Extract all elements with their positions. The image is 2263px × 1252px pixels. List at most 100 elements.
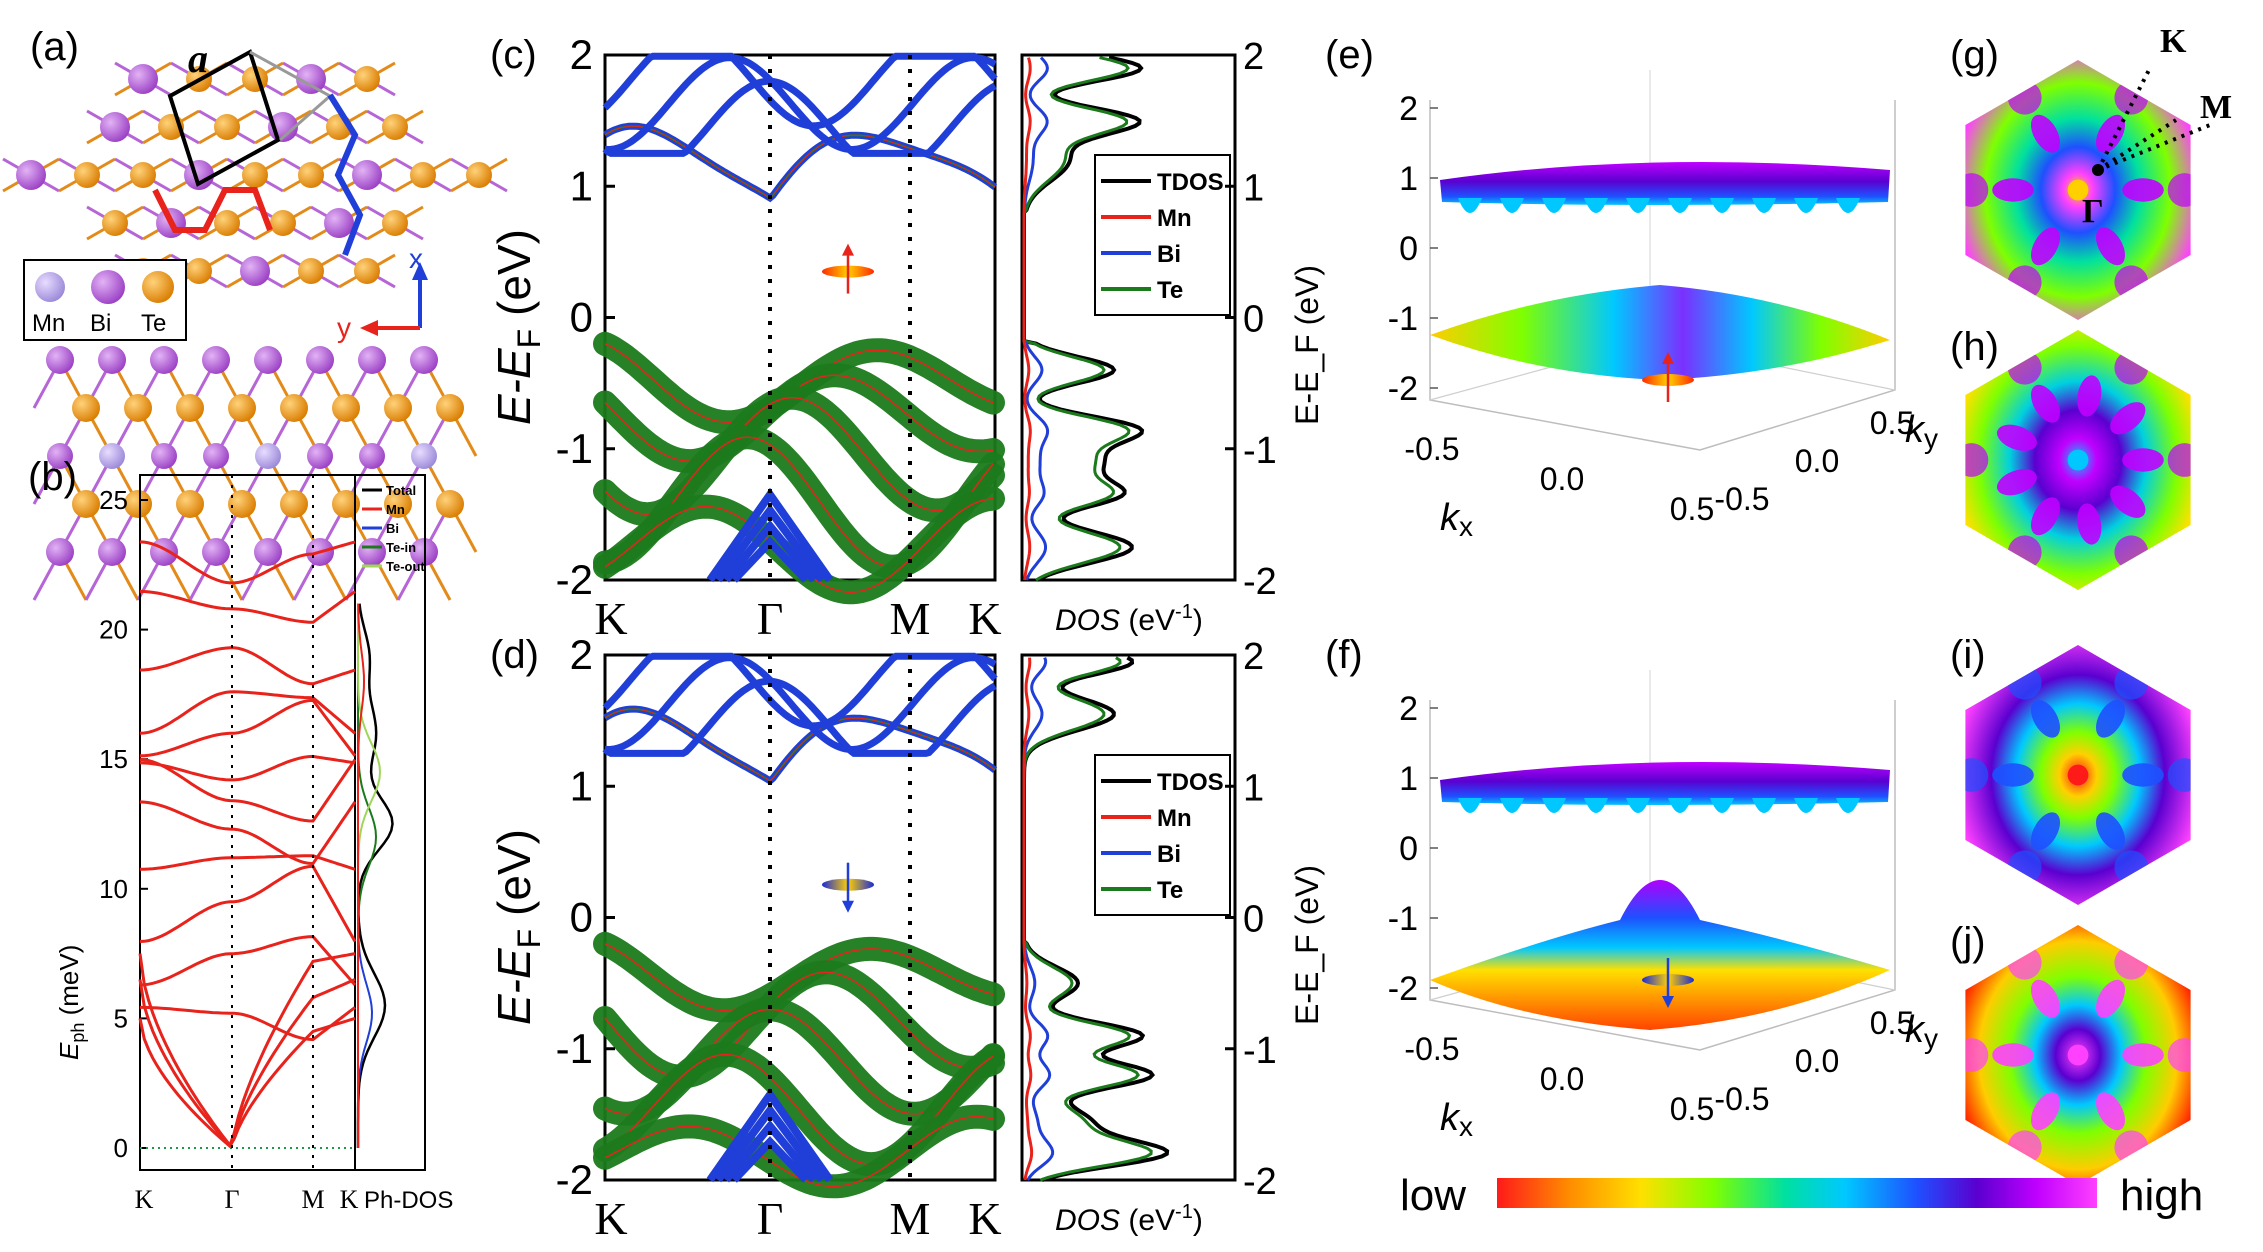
bz-map-i [1965,645,2191,905]
hex-petal [2077,503,2102,545]
surface-dip [1668,798,1692,813]
y-tick-label: 0 [114,1133,128,1163]
te-atom [382,114,408,140]
hex-corner-spot [2007,665,2042,700]
surface-dip [1836,198,1860,213]
panel-h: (h) [1950,325,2191,590]
colorbar-low-label: low [1400,1171,1466,1220]
x-tick-label: K [594,593,627,644]
bi-atom [98,538,126,566]
hex-petal [1992,1043,2034,1067]
kx-tick-label: 0.0 [1540,461,1584,497]
hex-petal [2095,699,2126,738]
phonon-branch [138,952,356,1149]
ky-tick-label: -0.5 [1714,481,1769,517]
hex-petal [1996,424,2037,451]
x-tick-label: Γ [757,593,784,644]
mn-atom [47,443,73,469]
y-tick-label: -1 [1243,1030,1277,1072]
axis-y-label: y [337,312,351,343]
y-tick-label: 0 [570,294,593,341]
hex-petal [2095,114,2126,153]
dos-mn [1022,657,1034,1181]
surface-dip [1500,798,1524,813]
phonon-branch [139,589,356,624]
surface-dip [1458,198,1482,213]
y-tick-label: 2 [570,31,593,78]
kx-tick-label: -0.5 [1404,1031,1459,1067]
bi-atom [46,538,74,566]
hex-corner-spot [2114,1130,2149,1165]
conduction-band-mn [604,708,996,782]
bz-path [2096,67,2211,172]
phonon-branch [140,1005,356,1042]
dos-frame [1020,653,1237,1182]
dos-x-label: DOS (eV-1) [1055,601,1203,637]
hex-corner-spot [2114,665,2149,700]
hex-petal [2030,1092,2061,1131]
bz-label-k: K [2160,23,2187,60]
axis-box [1429,100,1896,451]
te-atom-icon [142,271,174,303]
panel-label-i: (i) [1950,633,1986,677]
bi-band-cone [722,1119,818,1183]
zigzag-path-blue [327,93,364,257]
hex-corner-spot [1965,758,1989,792]
legend-text: Te-out [386,559,425,574]
spin-arrow-head [842,900,854,913]
x-tick-label: M [890,1193,931,1244]
hex-corner-spot [2007,850,2042,885]
legend-mn: Mn [32,310,65,337]
dos-x-sup: -1 [1175,601,1193,623]
y-tick-label: 0 [1243,899,1264,941]
surface-dip [1458,798,1482,813]
conduction-surface [1440,162,1890,205]
y-tick-label: 1 [1243,767,1264,809]
hex-corner-spot [2007,945,2042,980]
y-tick-label: -2 [1243,561,1277,603]
kx-sub: x [1459,1111,1473,1142]
dos-x-main: DOS [1055,604,1120,637]
te-atom [176,490,204,518]
hex-corner-spot [1965,173,1989,207]
z-tick-label: -2 [1388,970,1418,1008]
y-label-sub: F [511,329,547,349]
mn-atom [203,443,229,469]
hex-corner-spot [2007,1130,2042,1165]
x-tick-label: Γ [757,1193,784,1244]
bi-atom [150,346,178,374]
ky-tick-label: 0.5 [1870,1005,1914,1041]
hex-map-pattern [1965,80,2191,300]
bi-band-cone [706,1087,834,1183]
dos-bi [1022,657,1055,1181]
ky-tick-label: 0.5 [1870,405,1914,441]
te-atom [298,162,324,188]
phonon-branch [139,854,356,871]
upper-conduction-band [602,677,997,757]
phonon-y-label: Eph (meV) [54,945,88,1060]
hex-corner-spot [2007,535,2042,570]
kx-label: kx [1440,497,1473,542]
phonon-branch [139,690,356,735]
bi-atom [240,256,270,286]
panel-label-e: (e) [1325,33,1374,77]
dos-x-unit: (eV [1120,1204,1175,1237]
panel-i: (i) [1950,633,2191,905]
phonon-branch [139,800,357,866]
surface-dip [1710,798,1734,813]
x-tick-label: K [594,1193,627,1244]
panel-label-d: (d) [490,633,539,677]
bi-atom [358,346,386,374]
hex-corner-spot [2114,350,2149,385]
dos-x-sup: -1 [1175,1201,1193,1223]
y-tick-label: 2 [1243,36,1264,78]
y-tick-label: -2 [556,1156,593,1203]
zigzag-path-red [152,187,273,233]
hex-corner-spot [2114,265,2149,300]
dos-x-close: ) [1193,604,1203,637]
upper-conduction-band [602,77,997,157]
te-atom [332,490,360,518]
